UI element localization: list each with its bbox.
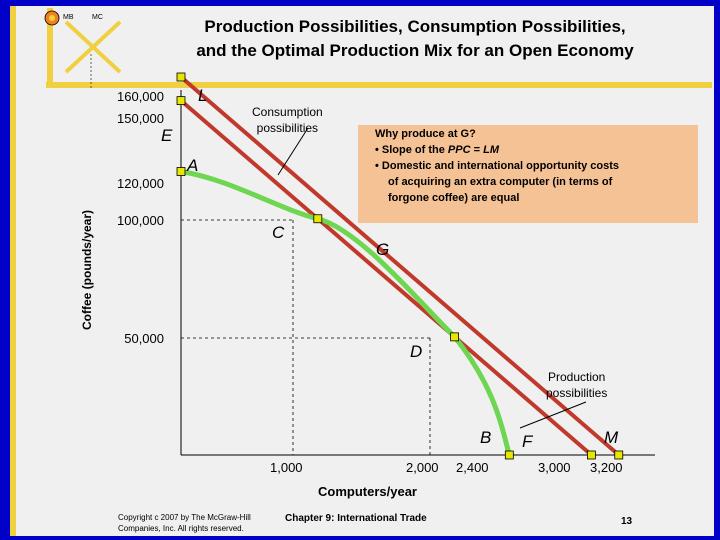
x-axis-label: Computers/year xyxy=(318,484,417,499)
page-number: 13 xyxy=(621,516,633,527)
point-label-g: G xyxy=(376,240,390,259)
production-label-line-2: possibilities xyxy=(546,386,608,400)
point-label-l: L xyxy=(198,86,208,105)
box-line-3: of acquiring an extra computer (in terms… xyxy=(388,176,613,188)
point-layer xyxy=(176,72,624,460)
y-tick-label: 160,000 xyxy=(117,89,164,104)
point-marker-l xyxy=(176,72,186,82)
left-rail xyxy=(10,6,16,536)
point-marker-e xyxy=(176,96,186,106)
x-tick-label: 3,000 xyxy=(538,460,571,475)
x-tick-label: 2,400 xyxy=(456,460,489,475)
point-label-b: B xyxy=(480,428,492,447)
x-tick-label: 2,000 xyxy=(406,460,439,475)
title-line-1: Production Possibilities, Consumption Po… xyxy=(204,17,626,36)
consumption-line-lm xyxy=(179,75,621,457)
logo-mb: MB xyxy=(63,14,74,21)
y-tick-label: 120,000 xyxy=(117,176,164,191)
production-pointer xyxy=(519,401,587,429)
y-tick-label: 50,000 xyxy=(124,331,164,346)
point-label-c: C xyxy=(272,223,285,242)
point-label-m: M xyxy=(604,428,619,447)
consumption-label-line-1: Consumption xyxy=(252,105,323,119)
point-label-e: E xyxy=(161,126,173,145)
point-marker-b xyxy=(504,450,514,460)
consumption-pointer xyxy=(277,127,309,176)
y-tick-label: 150,000 xyxy=(117,111,164,126)
consumption-possibilities-label: Consumption possibilities xyxy=(252,104,323,136)
footer-copyright: Copyright c 2007 by The McGraw-Hill Comp… xyxy=(118,512,251,534)
explanation-box xyxy=(358,125,698,223)
point-marker-m xyxy=(614,450,624,460)
slide-background xyxy=(10,6,714,536)
box-line-2: • Domestic and international opportunity… xyxy=(375,160,620,172)
point-marker-c xyxy=(313,214,323,224)
box-line-1-eq: = xyxy=(470,144,484,156)
x-tick-label: 3,200 xyxy=(590,460,623,475)
x-tick-label: 1,000 xyxy=(270,460,303,475)
point-marker-d xyxy=(450,332,460,342)
point-marker-f xyxy=(587,450,596,460)
box-line-1-lm: LM xyxy=(483,144,499,156)
consumption-line-ef xyxy=(179,99,593,457)
production-label-line-1: Production xyxy=(547,370,606,384)
box-line-4: forgone coffee) are equal xyxy=(388,192,520,204)
box-title: Why produce at G? xyxy=(375,128,476,140)
box-line-1-prefix: • Slope of the xyxy=(375,144,448,156)
logo-icon xyxy=(44,8,712,88)
box-line-1: • Slope of the PPC = LM xyxy=(375,144,499,156)
copyright-line-1: Copyright c 2007 by The McGraw-Hill xyxy=(118,513,251,522)
point-label-d: D xyxy=(410,342,423,361)
point-label-a: A xyxy=(187,156,199,175)
production-possibilities-curve xyxy=(180,169,512,456)
y-axis-label: Coffee (pounds/year) xyxy=(80,209,94,331)
box-line-1-ppc: PPC xyxy=(447,144,471,156)
footer-chapter: Chapter 9: International Trade xyxy=(285,513,427,524)
y-tick-label: 100,000 xyxy=(117,213,164,228)
logo-mc: MC xyxy=(92,14,103,21)
series-layer xyxy=(179,75,621,457)
copyright-line-2: Companies, Inc. All rights reserved. xyxy=(118,524,244,533)
point-marker-a xyxy=(176,167,186,176)
title-line-2: and the Optimal Production Mix for an Op… xyxy=(196,41,634,60)
point-label-f: F xyxy=(522,432,533,451)
production-possibilities-label: Production possibilities xyxy=(546,369,607,401)
slide-title: Production Possibilities, Consumption Po… xyxy=(130,15,700,63)
consumption-label-line-2: possibilities xyxy=(256,121,319,135)
